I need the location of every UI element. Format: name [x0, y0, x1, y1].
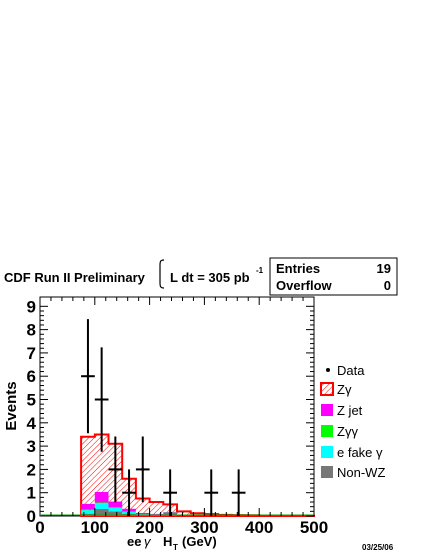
bar-z-jet-4 [135, 512, 150, 515]
x-axis-title-unit: (GeV) [182, 534, 217, 549]
legend-data-marker [326, 368, 330, 372]
y-tick-label-7: 7 [27, 344, 36, 363]
legend-swatch-zjet [321, 404, 333, 416]
x-tick-label-300: 300 [190, 518, 218, 537]
bar-e-fake--4 [135, 514, 150, 515]
y-tick-label-0: 0 [27, 507, 36, 526]
bar-z--1 [94, 502, 109, 504]
lumi-label: L dt = 305 pb [170, 270, 250, 285]
bar-z-jet-1 [94, 492, 109, 503]
legend: Data Zγ Z jet Zγγ e fake γ Non-WZ [320, 363, 385, 480]
bar-non-wz-2 [108, 511, 123, 516]
bar-non-wz-1 [94, 509, 109, 516]
y-tick-label-3: 3 [27, 437, 36, 456]
stats-entries-value: 19 [377, 261, 391, 276]
x-tick-label-400: 400 [245, 518, 273, 537]
legend-swatch-zgamma [320, 382, 334, 396]
x-axis-title-pre: ee [127, 534, 141, 549]
bar-z-jet-2 [108, 501, 123, 508]
legend-swatch-zgammagamma [321, 425, 333, 437]
legend-label-nonwz: Non-WZ [337, 465, 385, 480]
zgamma-outline [80, 433, 315, 517]
y-tick-label-5: 5 [27, 391, 36, 410]
y-axis-title: Events [3, 381, 20, 430]
axis-ticks: 0 1 2 3 4 5 6 7 8 9 0 100 200 300 400 500 [27, 297, 328, 537]
legend-label-efake: e fake γ [337, 445, 383, 460]
bar-z-jet-0 [81, 503, 95, 510]
lumi-exponent: -1 [256, 266, 264, 275]
y-tick-label-1: 1 [27, 484, 36, 503]
legend-label-zjet: Z jet [337, 403, 363, 418]
stats-box [269, 257, 398, 296]
legend-label-zgamma: Zγ [337, 382, 352, 397]
data-point-4 [135, 436, 150, 503]
bar-e-fake--2 [108, 507, 123, 512]
x-tick-label-100: 100 [81, 518, 109, 537]
y-tick-label-6: 6 [27, 367, 36, 386]
x-axis-title-gamma: γ [144, 534, 152, 549]
integral-icon [159, 259, 165, 289]
stats-entries-label: Entries [276, 261, 320, 276]
data-point-2 [108, 436, 123, 503]
legend-swatch-efake [321, 446, 333, 458]
data-point-0 [81, 319, 95, 434]
y-tick-label-4: 4 [27, 414, 37, 433]
bar-e-fake--1 [94, 503, 109, 510]
stats-overflow-value: 0 [384, 278, 391, 293]
x-tick-label-0: 0 [35, 518, 44, 537]
y-tick-label-2: 2 [27, 460, 36, 479]
legend-swatch-nonwz [321, 466, 333, 478]
x-tick-label-500: 500 [300, 518, 328, 537]
data-points-layer [81, 319, 246, 516]
x-axis-title-sub: T [173, 543, 178, 552]
data-point-3 [122, 469, 136, 516]
date-stamp: 03/25/06 [362, 543, 394, 552]
y-tick-label-9: 9 [27, 297, 36, 316]
legend-label-zgammagamma: Zγγ [337, 424, 358, 439]
data-point-1 [94, 347, 109, 452]
bar-e-fake--0 [81, 510, 95, 514]
data-point-7 [231, 469, 246, 516]
data-point-5 [163, 469, 177, 516]
legend-label-data: Data [337, 363, 365, 378]
stats-overflow-label: Overflow [276, 278, 333, 293]
x-tick-label-200: 200 [135, 518, 163, 537]
data-point-6 [204, 469, 219, 516]
x-axis-title-h: H [163, 534, 172, 549]
y-tick-label-8: 8 [27, 321, 36, 340]
chart-title: CDF Run II Preliminary [4, 270, 146, 285]
